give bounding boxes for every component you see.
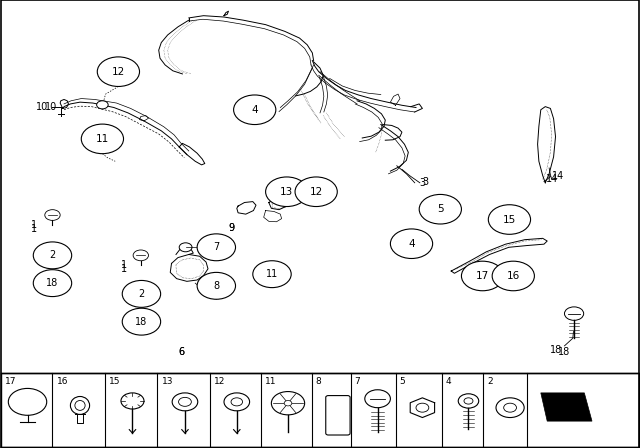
Text: 18: 18 [135,317,148,327]
Circle shape [122,308,161,335]
Text: 11: 11 [265,377,276,386]
Text: 12: 12 [214,377,225,386]
Circle shape [416,403,429,412]
Text: 13: 13 [162,377,173,386]
Text: 14: 14 [545,174,558,184]
Text: 16: 16 [507,271,520,281]
Circle shape [488,205,531,234]
Text: 3: 3 [422,177,429,187]
Text: 12: 12 [112,67,125,77]
Circle shape [253,261,291,288]
Circle shape [496,398,524,418]
Circle shape [33,242,72,269]
Text: 18: 18 [46,278,59,288]
Text: 11: 11 [266,269,278,279]
Polygon shape [541,393,592,421]
Circle shape [97,57,140,86]
Text: 7: 7 [213,242,220,252]
Circle shape [121,393,144,409]
Text: 8: 8 [213,281,220,291]
Text: 17: 17 [4,377,16,386]
Text: 4: 4 [445,377,451,386]
Circle shape [266,177,308,207]
Text: 2: 2 [49,250,56,260]
Text: 8: 8 [315,377,321,386]
Circle shape [97,101,108,109]
Circle shape [390,229,433,258]
Text: 1: 1 [31,220,37,230]
Text: 10: 10 [45,102,58,112]
Polygon shape [410,398,435,418]
Text: 4: 4 [252,105,258,115]
Circle shape [492,261,534,291]
Circle shape [419,194,461,224]
Text: 1: 1 [120,264,127,274]
Circle shape [461,261,504,291]
Circle shape [365,390,390,408]
Text: 1: 1 [31,224,37,234]
Ellipse shape [75,401,85,410]
Text: 6: 6 [178,347,184,357]
Text: 15: 15 [503,215,516,224]
Text: 16: 16 [57,377,68,386]
Circle shape [224,393,250,411]
Text: 6: 6 [178,347,184,357]
Circle shape [271,392,305,415]
Text: 13: 13 [280,187,293,197]
Text: 3: 3 [419,178,426,188]
Text: 12: 12 [310,187,323,197]
Text: 5: 5 [437,204,444,214]
Circle shape [564,307,584,320]
Text: 1: 1 [120,260,127,270]
Text: 5: 5 [399,377,405,386]
Text: 17: 17 [476,271,489,281]
Text: 11: 11 [96,134,109,144]
FancyBboxPatch shape [326,396,350,435]
Circle shape [231,398,243,406]
Circle shape [458,394,479,408]
Circle shape [234,95,276,125]
Text: 14: 14 [552,171,564,181]
Circle shape [33,270,72,297]
Circle shape [179,397,191,406]
Circle shape [197,272,236,299]
Circle shape [197,234,236,261]
Text: 18: 18 [558,347,571,357]
Text: 18: 18 [550,345,562,355]
Text: 2: 2 [138,289,145,299]
Circle shape [172,393,198,411]
Ellipse shape [70,396,90,414]
Circle shape [504,403,516,412]
Circle shape [284,401,292,406]
Circle shape [133,250,148,261]
Circle shape [122,280,161,307]
Circle shape [464,398,473,404]
Circle shape [45,210,60,220]
Text: 15: 15 [109,377,121,386]
Circle shape [179,243,192,252]
Text: 10: 10 [36,102,48,112]
Text: 7: 7 [355,377,360,386]
Circle shape [8,388,47,415]
Bar [1,373,639,447]
Text: 4: 4 [408,239,415,249]
Circle shape [295,177,337,207]
Circle shape [81,124,124,154]
Text: 9: 9 [228,224,235,233]
Text: 2: 2 [487,377,493,386]
Text: 9: 9 [228,224,235,233]
